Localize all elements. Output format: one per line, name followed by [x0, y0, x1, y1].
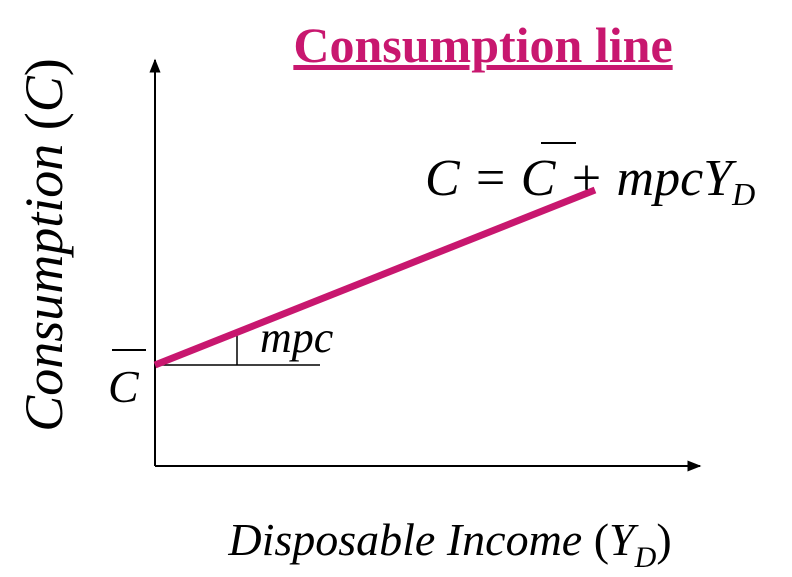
- title: Consumption line: [293, 17, 672, 73]
- label-part: ): [656, 514, 671, 565]
- label-part: Consumption: [14, 130, 74, 432]
- x-axis-label: Disposable Income (YD): [227, 514, 671, 574]
- label-part: (: [594, 514, 609, 565]
- y-axis-label: Consumption (C): [14, 58, 74, 432]
- equation: C = C + mpcYD: [425, 150, 755, 212]
- label-part: (: [14, 112, 74, 130]
- label-part: Y: [609, 514, 639, 565]
- eq-part: C =: [425, 150, 521, 207]
- eq-subscript: D: [731, 176, 755, 212]
- intercept-label: C: [108, 361, 140, 412]
- label-part: Disposable Income: [227, 514, 593, 565]
- consumption-line: [153, 186, 597, 369]
- eq-part: C: [521, 150, 557, 207]
- label-subscript: D: [634, 541, 657, 574]
- label-part: C: [14, 75, 74, 112]
- eq-part: + mpcY: [555, 150, 737, 207]
- label-part: ): [14, 58, 74, 76]
- slope-label: mpc: [260, 313, 334, 362]
